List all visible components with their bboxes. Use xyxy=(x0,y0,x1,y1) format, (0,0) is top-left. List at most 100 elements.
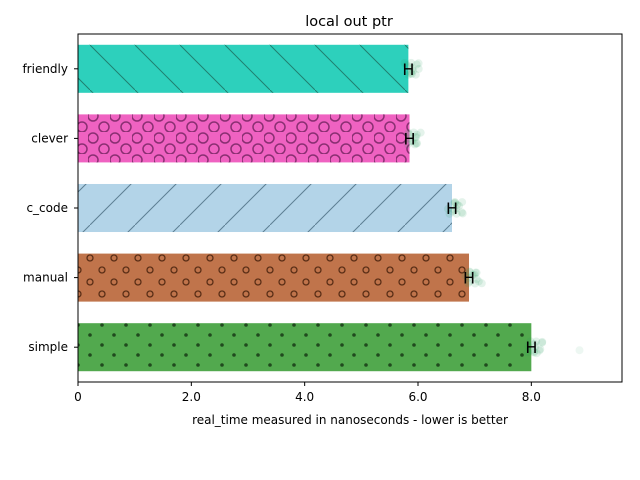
sample-point xyxy=(524,342,533,351)
sample-point xyxy=(450,199,459,208)
sample-point xyxy=(403,140,412,149)
sample-point xyxy=(468,271,477,280)
x-tick-label: 4.0 xyxy=(295,390,314,404)
sample-point xyxy=(465,268,474,277)
sample-point xyxy=(523,348,532,357)
sample-point xyxy=(477,279,486,288)
sample-point xyxy=(530,348,539,357)
bar-hatch xyxy=(78,114,410,163)
sample-point xyxy=(457,208,466,217)
x-tick-label: 0 xyxy=(74,390,82,404)
sample-point xyxy=(450,205,459,214)
error-marker-clever: H xyxy=(403,129,415,148)
sample-point xyxy=(452,209,461,218)
sample-point xyxy=(404,130,413,139)
sample-point xyxy=(402,61,411,70)
sample-point xyxy=(410,140,419,149)
sample-point xyxy=(471,279,480,288)
markers-layer: H H H H H xyxy=(400,58,584,358)
sample-point xyxy=(472,274,481,283)
sample-point xyxy=(444,204,453,213)
sample-point xyxy=(413,139,422,148)
sample-point xyxy=(445,209,454,218)
sample-point xyxy=(450,198,459,207)
sample-point xyxy=(526,337,535,346)
sample-point xyxy=(538,338,547,347)
bar-c-code xyxy=(78,183,452,233)
sample-point xyxy=(416,128,425,137)
error-marker-friendly: H xyxy=(402,60,414,79)
sample-point xyxy=(412,132,421,141)
sample-point xyxy=(409,128,418,137)
bar-hatch xyxy=(78,253,469,302)
sample-point xyxy=(412,130,421,139)
sample-point xyxy=(458,209,467,218)
bar-hatch xyxy=(78,323,532,372)
sample-point xyxy=(448,207,457,216)
sample-point xyxy=(472,268,481,277)
y-tick-label-c-code: c_code xyxy=(26,201,68,215)
y-tick-label-friendly: friendly xyxy=(22,62,68,76)
sample-point xyxy=(461,271,470,280)
bar-hatch xyxy=(78,183,452,233)
sample-point xyxy=(409,67,418,76)
x-axis: 0 2.0 4.0 6.0 8.0 xyxy=(74,382,541,404)
error-marker-c-code: H xyxy=(446,199,458,218)
sample-point xyxy=(411,70,420,79)
sample-point xyxy=(535,346,544,355)
bar-hatch xyxy=(78,44,409,93)
sample-point xyxy=(406,136,415,145)
sample-point xyxy=(530,339,539,348)
error-marker-manual: H xyxy=(463,269,475,288)
y-tick-label-manual: manual xyxy=(23,271,68,285)
sample-point xyxy=(408,137,417,146)
sample-point xyxy=(464,279,473,288)
bar-clever xyxy=(78,114,410,163)
sample-point xyxy=(405,134,414,143)
sample-point xyxy=(471,268,480,277)
sample-point xyxy=(412,60,421,69)
sample-point xyxy=(470,270,479,279)
bar-friendly xyxy=(78,44,409,93)
sample-cloud-friendly xyxy=(400,58,423,79)
y-tick-label-simple: simple xyxy=(28,340,68,354)
sample-point xyxy=(406,67,415,76)
sample-point xyxy=(455,201,464,210)
sample-point xyxy=(453,200,462,209)
bar-manual xyxy=(78,253,469,302)
bars-layer xyxy=(78,44,532,372)
sample-point xyxy=(404,70,413,79)
y-tick-label-clever: clever xyxy=(31,131,68,145)
sample-point xyxy=(464,273,473,282)
sample-point xyxy=(407,70,416,79)
sample-point xyxy=(458,198,467,207)
sample-point xyxy=(531,342,540,351)
sample-point xyxy=(414,59,423,68)
sample-point xyxy=(400,58,409,67)
sample-point xyxy=(465,267,474,276)
sample-point xyxy=(404,128,413,137)
sample-point xyxy=(532,349,541,358)
x-tick-label: 2.0 xyxy=(182,390,201,404)
sample-cloud-c-code xyxy=(444,198,467,218)
sample-point xyxy=(474,277,483,286)
sample-point xyxy=(532,337,541,346)
x-tick-label: 6.0 xyxy=(408,390,427,404)
sample-point xyxy=(451,198,460,207)
sample-point xyxy=(465,277,474,286)
sample-cloud-manual xyxy=(461,267,486,288)
x-axis-label: real_time measured in nanoseconds - lowe… xyxy=(192,413,508,427)
sample-point xyxy=(536,345,545,354)
sample-point xyxy=(412,139,421,148)
sample-point xyxy=(528,345,537,354)
bar-simple xyxy=(78,323,532,372)
sample-point xyxy=(538,337,547,346)
sample-point xyxy=(529,347,538,356)
error-marker-simple: H xyxy=(525,338,537,357)
chart-title: local out ptr xyxy=(305,14,393,30)
sample-point xyxy=(411,133,420,142)
outlier-point xyxy=(575,346,584,355)
sample-point xyxy=(452,204,461,213)
